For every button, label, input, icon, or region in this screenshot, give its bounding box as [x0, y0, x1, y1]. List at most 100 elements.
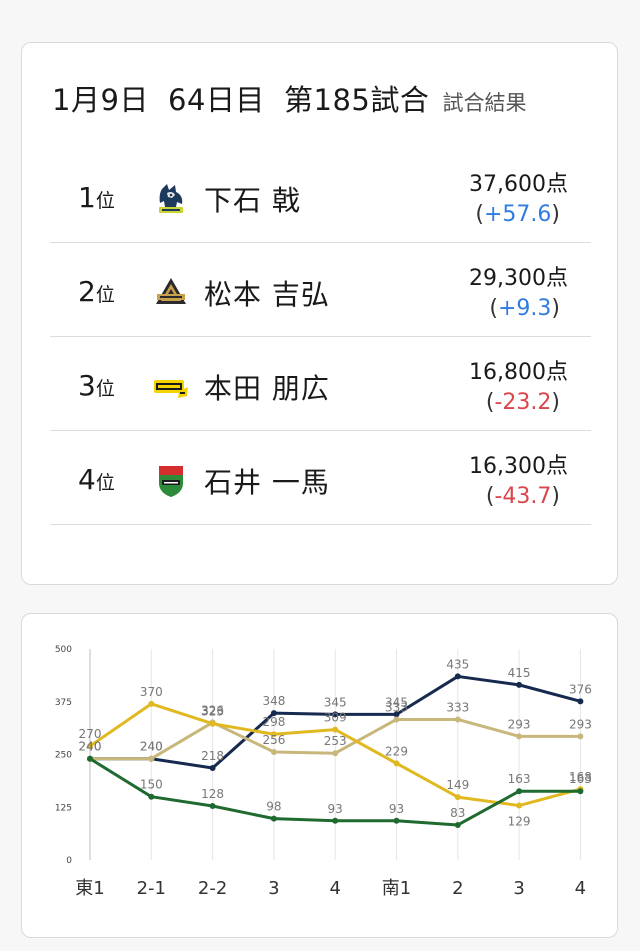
rank-unit: 位 [95, 378, 115, 400]
data-point [516, 788, 523, 795]
x-tick-label: 東1 [75, 878, 104, 899]
rank-unit: 位 [95, 472, 115, 494]
data-label: 253 [324, 734, 347, 748]
data-label: 98 [266, 800, 281, 814]
score-chart-card: 0 125 250 375 500 東1 2-1 2-2 3 4 南1 2 3 4 240 240 270 370… [21, 613, 618, 938]
data-point [577, 698, 584, 705]
data-label: 229 [385, 744, 408, 758]
data-label: 345 [385, 695, 408, 709]
x-tick-label: 4 [575, 878, 586, 899]
data-point [270, 731, 277, 738]
ranking-row[interactable]: 1位 下石 戟 37,600点 (+57.6) [50, 149, 591, 243]
match-number: 第185試合 [284, 83, 430, 117]
data-point [516, 733, 523, 740]
match-header: 1月9日 64日目 第185試合 試合結果 [52, 77, 526, 119]
data-point [577, 733, 584, 740]
data-point [393, 716, 400, 723]
triangle-team-logo-icon [156, 278, 186, 304]
ranking-row[interactable]: 2位 松本 吉弘 29,300点 (+9.3) [50, 243, 591, 337]
data-point [209, 720, 216, 727]
data-label: 150 [140, 778, 163, 792]
data-point [454, 673, 461, 680]
data-point [393, 760, 400, 767]
data-label: 270 [79, 727, 102, 741]
shield-team-logo-icon [159, 466, 183, 497]
data-label: 149 [446, 778, 469, 792]
rank-position: 2位 [78, 275, 115, 308]
data-label: 240 [79, 740, 102, 754]
data-label: 333 [385, 700, 408, 714]
data-point [270, 748, 277, 755]
point-delta: (+9.3) [489, 296, 560, 321]
x-tick-label: 3 [513, 878, 524, 899]
data-label: 348 [262, 694, 285, 708]
data-point [454, 716, 461, 723]
data-point [454, 794, 461, 801]
x-tick-label: 2-2 [198, 878, 227, 899]
x-tick-label: 南1 [382, 878, 411, 899]
data-point [393, 711, 400, 718]
mascot-team-logo-icon [159, 184, 183, 213]
x-tick-label: 4 [329, 878, 340, 899]
point-delta: (+57.6) [475, 202, 560, 227]
y-tick-label: 0 [66, 856, 72, 866]
x-tick-label: 2-1 [137, 878, 166, 899]
data-label: 298 [262, 715, 285, 729]
data-label: 128 [201, 787, 224, 801]
rank-number: 1 [78, 181, 96, 214]
rank-position: 3位 [78, 369, 115, 402]
data-label: 415 [508, 666, 531, 680]
y-tick-label: 500 [55, 645, 72, 655]
data-label: 240 [140, 740, 163, 754]
data-point [87, 743, 93, 750]
ranking-row[interactable]: 4位 石井 一馬 16,300点 (-43.7) [50, 431, 591, 525]
data-label: 293 [569, 717, 592, 731]
data-label: 326 [201, 703, 224, 717]
y-tick-label: 125 [55, 803, 72, 813]
data-label: 435 [446, 657, 469, 671]
data-label: 376 [569, 682, 592, 696]
data-label: 93 [389, 802, 404, 816]
data-point [270, 815, 277, 822]
data-label: 83 [450, 806, 465, 820]
point-delta-value: -23.2 [494, 390, 552, 415]
game-result-card: 1月9日 64日目 第185試合 試合結果 1位 下石 戟 37,600点 (+… [21, 42, 618, 585]
ranking-list: 1位 下石 戟 37,600点 (+57.6) 2位 松本 吉弘 [50, 149, 591, 525]
x-tick-label: 3 [268, 878, 279, 899]
rank-number: 2 [78, 275, 96, 308]
data-point [87, 755, 93, 762]
point-delta: (-43.7) [485, 484, 560, 509]
data-point [332, 726, 339, 733]
data-label: 129 [508, 815, 531, 829]
data-point [454, 821, 461, 828]
data-point [148, 793, 155, 800]
data-label: 345 [324, 695, 347, 709]
data-label: 163 [508, 772, 531, 786]
point-delta: (-23.2) [485, 390, 560, 415]
player-name: 松本 吉弘 [204, 278, 330, 311]
rank-number: 3 [78, 369, 96, 402]
data-label: 163 [569, 772, 592, 786]
data-label: 256 [262, 733, 285, 747]
point-delta-value: +9.3 [497, 296, 552, 321]
data-point [332, 750, 339, 757]
data-point [393, 817, 400, 824]
data-point [332, 711, 339, 718]
y-tick-label: 250 [55, 751, 72, 761]
raiden-team-logo-icon [154, 380, 188, 398]
player-name: 下石 戟 [204, 184, 301, 217]
player-score: 16,800点 [469, 360, 568, 385]
rank-position: 4位 [78, 463, 115, 496]
data-point [332, 817, 339, 824]
data-label: 333 [446, 700, 469, 714]
player-name: 石井 一馬 [204, 466, 330, 499]
point-delta-value: -43.7 [494, 484, 552, 509]
rank-unit: 位 [95, 284, 115, 306]
rank-number: 4 [78, 463, 96, 496]
player-score: 29,300点 [469, 266, 568, 291]
data-label: 293 [508, 717, 531, 731]
data-label: 323 [201, 705, 224, 719]
data-point [516, 681, 523, 688]
ranking-row[interactable]: 3位 本田 朋広 16,800点 (-23.2) [50, 337, 591, 431]
